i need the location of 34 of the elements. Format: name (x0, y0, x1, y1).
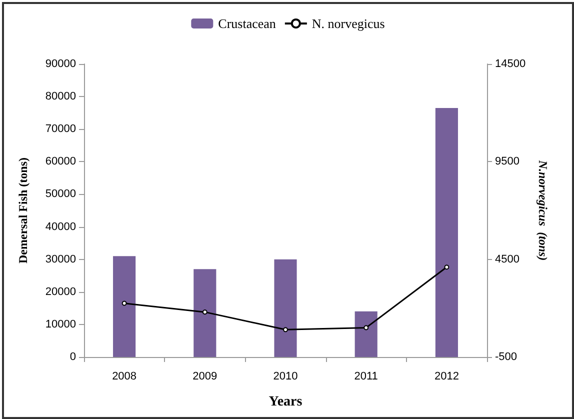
bar (113, 256, 136, 357)
y-tick-label: 90000 (45, 58, 76, 70)
y-tick-label: 70000 (45, 123, 76, 136)
y2-tick-label: 14500 (495, 58, 526, 70)
x-axis-title: Years (268, 394, 303, 410)
point (122, 300, 127, 306)
y-tick-label: 60000 (45, 156, 76, 168)
x-tick-label: 2010 (273, 370, 298, 382)
bar (435, 108, 458, 357)
y2-tick-label: 9500 (495, 156, 520, 168)
point (283, 327, 288, 332)
y2-tick-label: -500 (495, 351, 518, 363)
y-tick-label: 50000 (45, 188, 76, 200)
point (202, 310, 208, 315)
y-tick-label: 80000 (45, 90, 76, 103)
y-axis-title: Demersal Fish (tons) (16, 158, 30, 264)
legend-label: N. norvegicus (312, 16, 385, 31)
y-tick-label: 10000 (45, 318, 76, 330)
point (444, 264, 450, 270)
bar (354, 311, 378, 357)
y-tick-label: 20000 (45, 286, 76, 298)
y-tick-label: 30000 (45, 253, 76, 266)
legend-label: Crustacean (218, 16, 276, 31)
y-tick-label: 40000 (45, 220, 76, 233)
bar (194, 269, 216, 357)
bar (274, 259, 297, 357)
x-tick-label: 2012 (434, 370, 459, 382)
x-tick-label: 2009 (192, 370, 218, 382)
y-tick-label: 0 (70, 351, 76, 363)
point (364, 325, 369, 330)
y2-axis-title: N.norvegicus (tons) (536, 159, 550, 261)
y2-tick-label: 4500 (495, 253, 520, 266)
x-tick-label: 2011 (354, 370, 378, 382)
x-tick-label: 2008 (112, 370, 137, 382)
